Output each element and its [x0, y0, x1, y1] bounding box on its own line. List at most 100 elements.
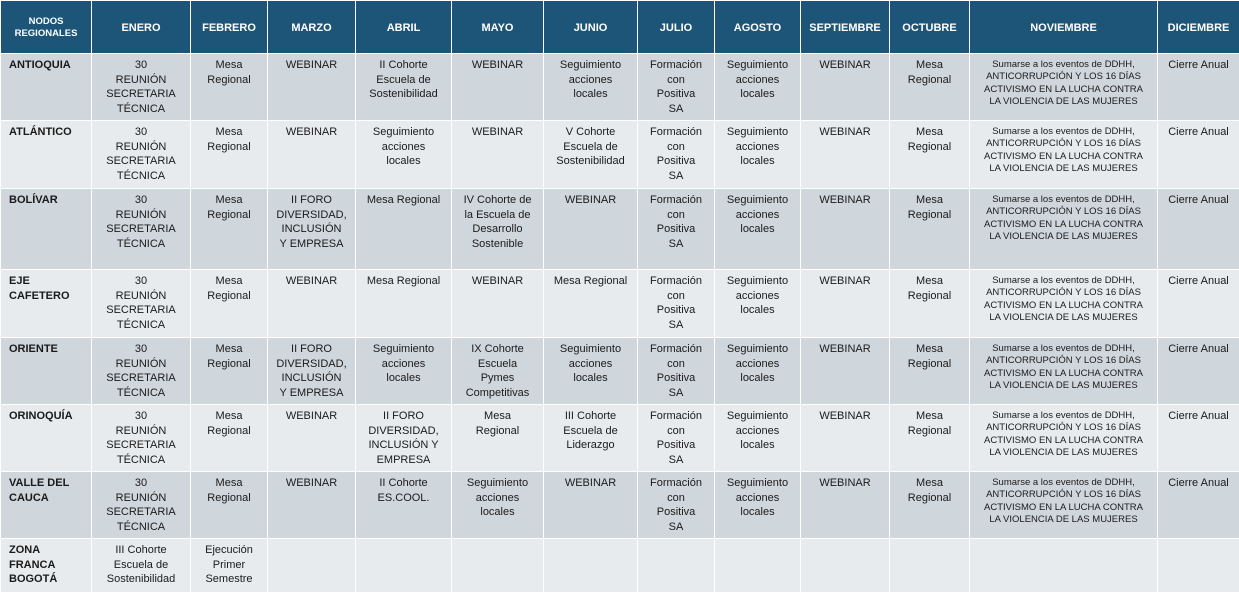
activity-cell [544, 539, 638, 593]
activity-cell [268, 539, 356, 593]
activity-cell: WEBINAR [801, 54, 890, 121]
header-cell: MARZO [268, 1, 356, 54]
activity-cell: Sumarse a los eventos de DDHH,ANTICORRUP… [970, 189, 1158, 270]
activity-cell: Cierre Anual [1158, 338, 1239, 405]
activity-cell: Sumarse a los eventos de DDHH,ANTICORRUP… [970, 270, 1158, 338]
header-cell: SEPTIEMBRE [801, 1, 890, 54]
activity-cell [452, 539, 544, 593]
activity-cell [638, 539, 715, 593]
header-cell: DICIEMBRE [1158, 1, 1239, 54]
header-cell: ABRIL [356, 1, 452, 54]
activity-cell: WEBINAR [268, 270, 356, 338]
activity-cell: WEBINAR [268, 405, 356, 472]
activity-cell: WEBINAR [452, 54, 544, 121]
activity-cell: Cierre Anual [1158, 472, 1239, 539]
activity-cell: Cierre Anual [1158, 405, 1239, 472]
node-name-cell: ORIENTE [1, 338, 92, 405]
activity-cell: WEBINAR [452, 121, 544, 189]
activity-cell: Sumarse a los eventos de DDHH,ANTICORRUP… [970, 54, 1158, 121]
header-cell: ENERO [92, 1, 191, 54]
header-cell: NOVIEMBRE [970, 1, 1158, 54]
header-cell: JULIO [638, 1, 715, 54]
activity-cell: Mesa Regional [544, 270, 638, 338]
node-name-cell: ORINOQUÍA [1, 405, 92, 472]
activity-cell: Cierre Anual [1158, 54, 1239, 121]
header-cell: MAYO [452, 1, 544, 54]
header-cell: FEBRERO [191, 1, 268, 54]
activity-cell: WEBINAR [452, 270, 544, 338]
activity-cell [356, 539, 452, 593]
node-name-cell: BOLÍVAR [1, 189, 92, 270]
activity-cell: Sumarse a los eventos de DDHH,ANTICORRUP… [970, 472, 1158, 539]
activity-cell: Sumarse a los eventos de DDHH,ANTICORRUP… [970, 121, 1158, 189]
node-name-cell: ATLÁNTICO [1, 121, 92, 189]
activity-cell: Mesa Regional [356, 270, 452, 338]
activity-cell: WEBINAR [268, 472, 356, 539]
activity-cell: Sumarse a los eventos de DDHH,ANTICORRUP… [970, 405, 1158, 472]
activity-cell: WEBINAR [801, 338, 890, 405]
header-cell: AGOSTO [715, 1, 801, 54]
activity-cell: WEBINAR [801, 189, 890, 270]
activity-cell: WEBINAR [544, 472, 638, 539]
activity-cell [890, 539, 970, 593]
header-cell: OCTUBRE [890, 1, 970, 54]
activity-cell: WEBINAR [268, 121, 356, 189]
node-name-cell: ANTIOQUIA [1, 54, 92, 121]
activity-cell: WEBINAR [801, 405, 890, 472]
activity-cell [715, 539, 801, 593]
activity-cell: WEBINAR [801, 121, 890, 189]
activity-cell: WEBINAR [801, 270, 890, 338]
